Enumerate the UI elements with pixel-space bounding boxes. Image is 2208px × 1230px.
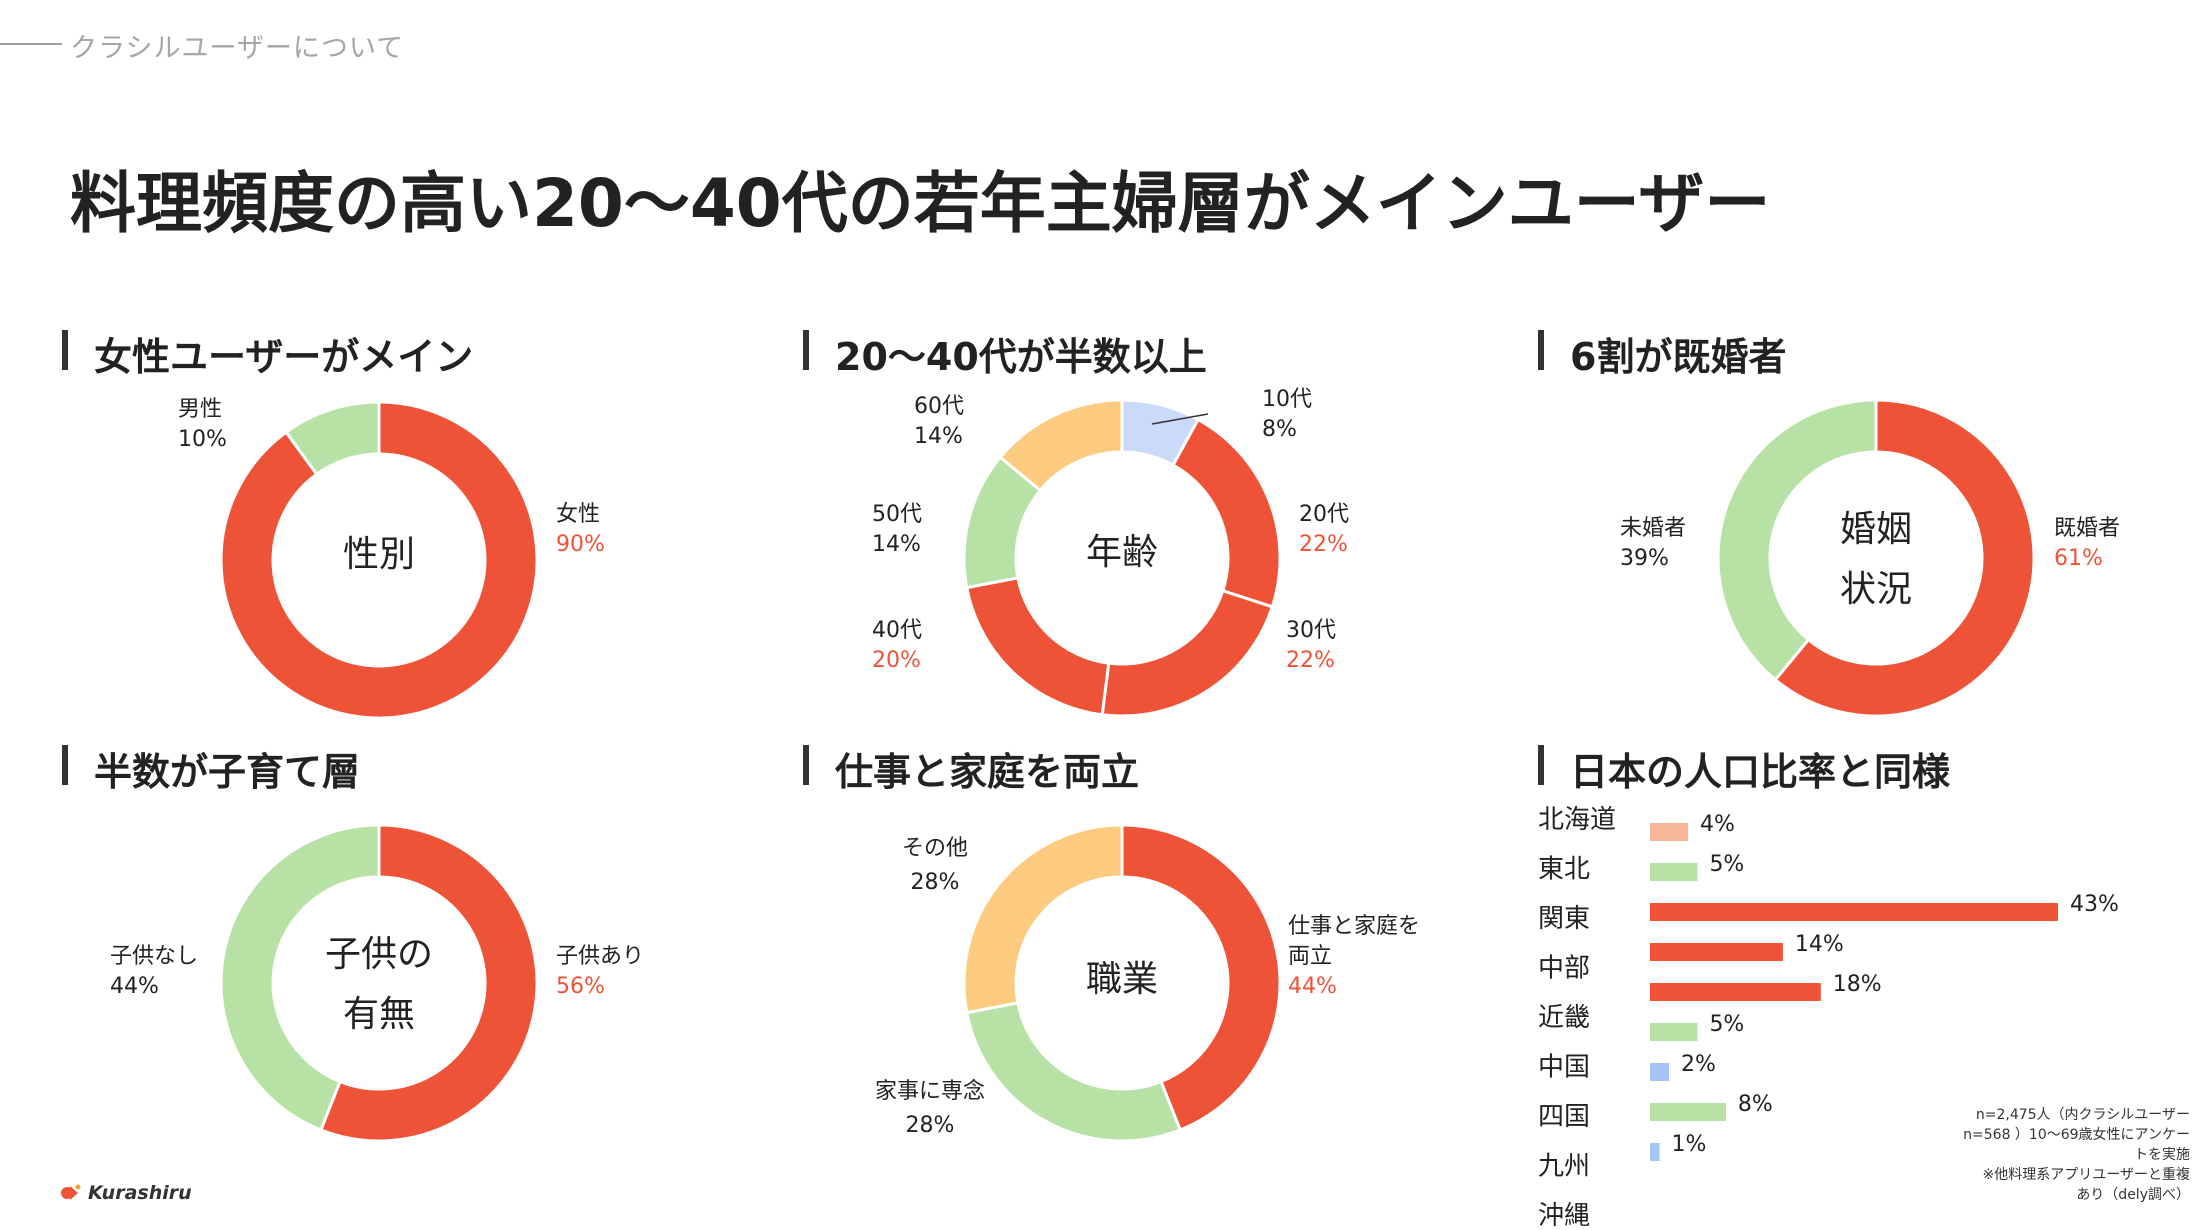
region-bar-value-label: 14% (1795, 932, 1844, 957)
age-label-30s: 30代 22% (1286, 618, 1336, 673)
region-bar (1650, 903, 2058, 921)
gender-label-female: 女性 90% (556, 502, 605, 557)
job-donut-chart (962, 823, 1282, 1143)
age-label-10s: 10代 8% (1262, 387, 1312, 442)
region-category-label: 沖縄 (1538, 1201, 1590, 1230)
panel-title-bar (1538, 330, 1544, 370)
marital-panel-title: 6割が既婚者 (1570, 335, 1787, 379)
job-slice-1 (965, 1001, 1183, 1143)
region-bar (1650, 1063, 1669, 1081)
age-label-60s: 60代 14% (914, 394, 964, 449)
panel-title-bar (62, 745, 68, 785)
region-bar (1650, 1103, 1726, 1121)
region-bar (1650, 823, 1688, 841)
marital-label-married: 既婚者 61% (2054, 516, 2121, 571)
region-category-label: 九州 (1538, 1152, 1590, 1182)
marital-label-single: 未婚者 39% (1620, 516, 1687, 571)
age-label-20s: 20代 22% (1299, 502, 1349, 557)
marital-donut-chart (1716, 398, 2036, 718)
region-bar (1650, 863, 1698, 881)
age-10s-leader-line (1151, 413, 1209, 425)
job-slice-2 (962, 823, 1124, 1015)
region-bar-value-label: 43% (2070, 892, 2119, 917)
children-slice-0 (318, 823, 539, 1143)
marital-slice-0 (1773, 398, 2036, 718)
region-bar-value-label: 5% (1709, 1012, 1744, 1037)
marital-slice-1 (1716, 398, 1878, 682)
panel-title-bar (1538, 745, 1544, 785)
region-bar-value-label: 8% (1738, 1092, 1773, 1117)
children-center-label: 子供の 有無 (324, 934, 433, 1035)
region-bar-value-label: 2% (1681, 1052, 1716, 1077)
region-bar-value-label: 4% (1700, 812, 1735, 837)
region-category-label: 四国 (1538, 1102, 1590, 1132)
region-category-label: 関東 (1538, 904, 1590, 934)
panel-title-bar (62, 330, 68, 370)
age-label-50s: 50代 14% (872, 502, 922, 557)
region-category-label: 中部 (1538, 954, 1590, 984)
job-panel-title: 仕事と家庭を両立 (835, 750, 1140, 794)
region-category-label: 東北 (1538, 855, 1590, 885)
page-title: 料理頻度の高い20〜40代の若年主婦層がメインユーザー (70, 165, 1771, 242)
region-bar-value-label: 1% (1671, 1132, 1706, 1157)
children-panel-title: 半数が子育て層 (94, 750, 361, 794)
region-bar (1650, 983, 1821, 1001)
gender-slice-0 (219, 400, 539, 720)
gender-center-label: 性別 (342, 534, 415, 575)
region-panel-title: 日本の人口比率と同様 (1570, 750, 1951, 794)
marital-center-label: 婚姻 状況 (1839, 509, 1912, 610)
gender-label-male: 男性 10% (178, 397, 227, 452)
panel-title-bar (803, 745, 809, 785)
region-bar (1650, 1023, 1698, 1041)
age-label-40s: 40代 20% (872, 618, 922, 673)
children-donut-chart (219, 823, 539, 1143)
age-slice-2 (1100, 588, 1275, 718)
job-label-housework: 家事に専念 28% (874, 1079, 985, 1138)
region-category-label: 中国 (1538, 1053, 1590, 1083)
survey-footnote: n=2,475人（内クラシルユーザー n=568 ）10〜69歳女性にアンケー … (1963, 1107, 2190, 1203)
kurashiru-logo-icon (61, 1184, 81, 1200)
job-center-label: 職業 (1085, 959, 1158, 1000)
age-donut-chart (962, 398, 1282, 718)
section-label: クラシルユーザーについて (70, 33, 405, 64)
gender-donut-chart (219, 400, 539, 720)
children-label-has: 子供あり 56% (556, 944, 645, 999)
region-category-label: 北海道 (1538, 805, 1616, 835)
children-label-none: 子供なし 44% (110, 944, 199, 999)
job-label-both: 仕事と家庭を両立 44% (1288, 914, 1421, 999)
region-bar-value-label: 18% (1833, 972, 1882, 997)
region-category-label: 近畿 (1538, 1003, 1590, 1033)
kurashiru-logo: Kurashiru (60, 1182, 192, 1204)
gender-slice-1 (284, 400, 381, 477)
region-bar-value-label: 5% (1709, 852, 1744, 877)
region-bar (1650, 943, 1783, 961)
job-slice-0 (1120, 823, 1282, 1132)
children-slice-1 (219, 823, 381, 1132)
section-divider-line (0, 43, 62, 45)
age-center-label: 年齢 (1085, 532, 1158, 573)
age-slice-5 (998, 398, 1124, 493)
logo-text: Kurashiru (88, 1182, 192, 1204)
gender-panel-title: 女性ユーザーがメイン (94, 335, 474, 379)
age-slice-3 (965, 576, 1111, 717)
age-panel-title: 20〜40代が半数以上 (835, 335, 1207, 379)
panel-title-bar (803, 330, 809, 370)
job-label-other: その他 28% (901, 836, 968, 895)
region-bar (1650, 1143, 1660, 1161)
